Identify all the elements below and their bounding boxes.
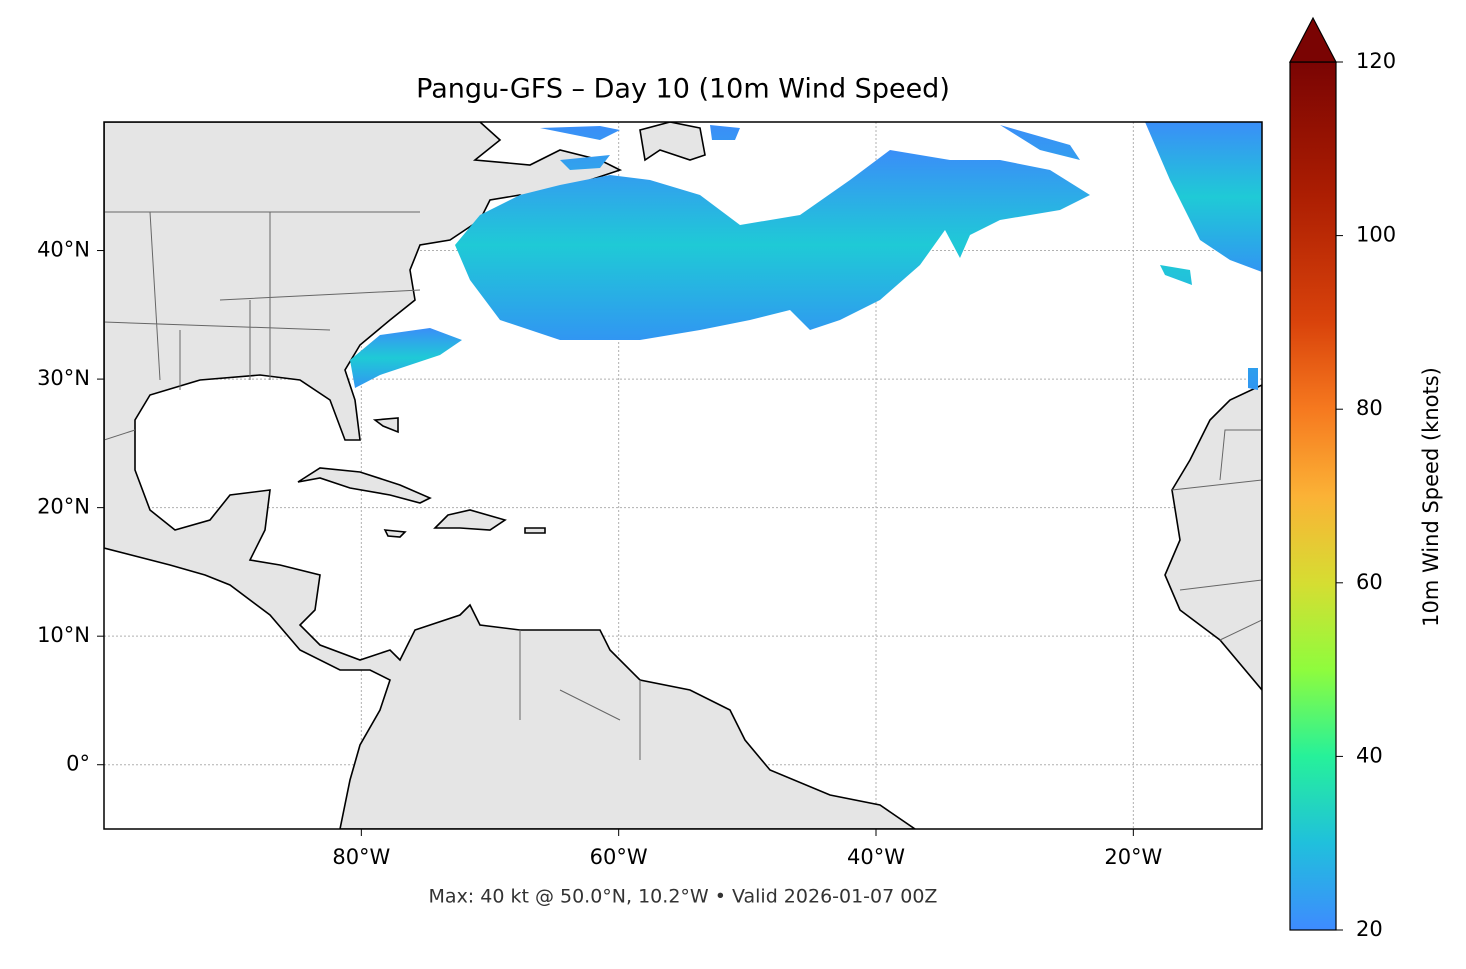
x-tick-label: 60°W <box>590 845 648 869</box>
americas <box>104 122 917 829</box>
x-tick-label: 80°W <box>332 845 390 869</box>
y-tick-label: 0° <box>66 752 90 776</box>
africa <box>1164 384 1262 692</box>
wind-field <box>455 150 1090 340</box>
cuba <box>297 467 432 504</box>
colorbar-tick-label: 80 <box>1356 396 1383 420</box>
puerto-rico <box>524 527 546 534</box>
wind-field <box>1145 122 1262 272</box>
y-tick-label: 40°N <box>37 238 90 262</box>
colorbar: 20 40 60 80 100 120 10m Wind Speed (knots) <box>1289 16 1443 941</box>
footer-note: Max: 40 kt @ 50.0°N, 10.2°W • Valid 2026… <box>429 886 938 908</box>
map-layers <box>104 122 1262 829</box>
jamaica <box>383 529 407 538</box>
y-tick-label: 20°N <box>37 495 90 519</box>
colorbar-extension <box>1289 16 1337 63</box>
bahamas <box>372 417 399 434</box>
newfoundland <box>639 122 706 162</box>
map-frame <box>103 121 1263 830</box>
axes: 80°W 60°W 40°W 20°W 0° 10°N 20°N 30°N 40°N <box>37 238 1162 869</box>
x-tick-label: 20°W <box>1104 845 1162 869</box>
colorbar-scale <box>1289 61 1337 931</box>
hispaniola <box>433 509 507 531</box>
colorbar-tick-label: 100 <box>1356 223 1396 247</box>
borders <box>104 211 1262 760</box>
wind-field <box>350 328 462 388</box>
y-tick-label: 10°N <box>37 623 90 647</box>
colorbar-tick-label: 60 <box>1356 570 1383 594</box>
colorbar-tick-label: 120 <box>1356 49 1396 73</box>
y-tick-label: 30°N <box>37 366 90 390</box>
colorbar-tick-label: 40 <box>1356 743 1383 767</box>
colorbar-tick-label: 20 <box>1356 917 1383 941</box>
map-title: Pangu-GFS – Day 10 (10m Wind Speed) <box>416 74 950 105</box>
colorbar-label: 10m Wind Speed (knots) <box>1419 367 1443 627</box>
x-tick-label: 40°W <box>847 845 905 869</box>
